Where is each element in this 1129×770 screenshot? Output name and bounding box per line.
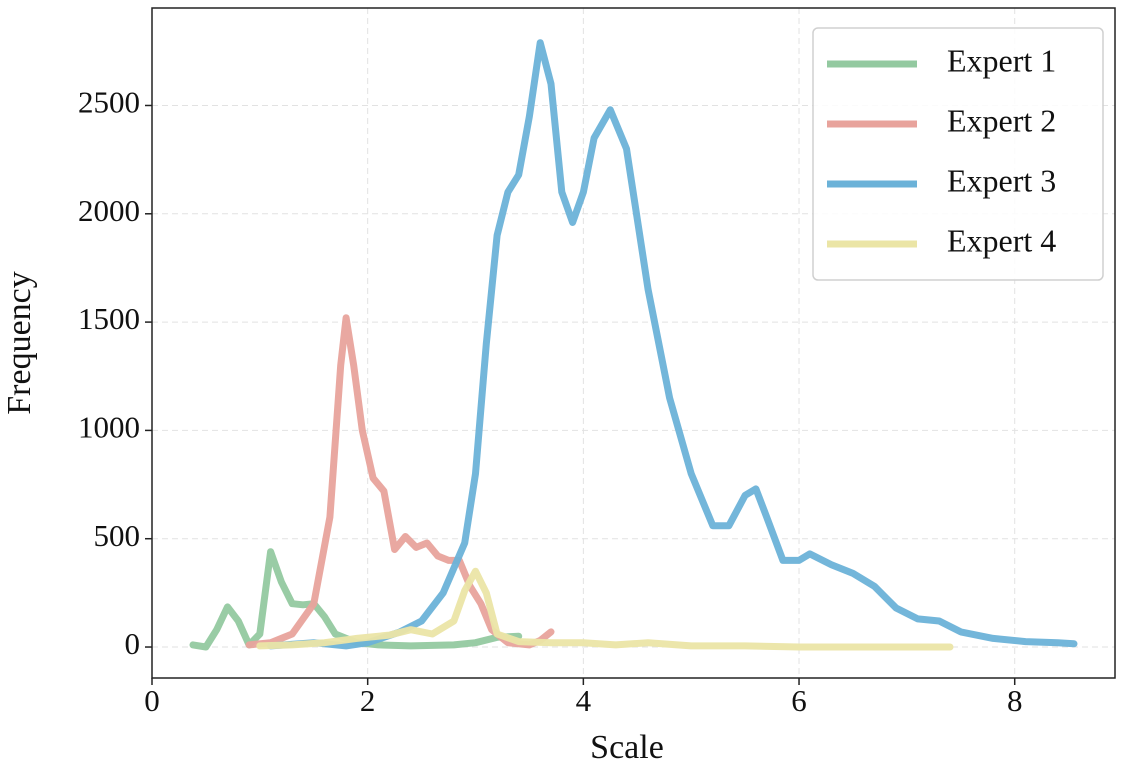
x-axis-label: Scale: [590, 729, 664, 766]
series-line: [189, 548, 523, 651]
x-tick-label: 0: [144, 683, 160, 718]
plot-frame: [151, 7, 1116, 679]
legend-label: Expert 4: [947, 222, 1056, 258]
y-tick-label: 2000: [78, 193, 140, 228]
y-tick-label: 500: [94, 518, 141, 553]
x-tick-label: 4: [576, 683, 592, 718]
legend-label: Expert 2: [947, 102, 1056, 138]
legend-label: Expert 3: [947, 162, 1056, 198]
y-tick-label: 0: [125, 626, 141, 661]
legend-label: Expert 1: [947, 42, 1056, 78]
axes: 0 2 4 6 8 0 500 1000 1500 2000 2500: [78, 85, 1022, 719]
y-tick-label: 1000: [78, 410, 140, 445]
series-line: [245, 314, 555, 649]
lines: [189, 39, 1078, 651]
grid: [151, 8, 1115, 678]
series-line: [256, 567, 954, 651]
y-tick-label: 1500: [78, 301, 140, 336]
y-axis-label: Frequency: [1, 271, 38, 415]
legend: Expert 1 Expert 2 Expert 3 Expert 4: [812, 27, 1104, 281]
x-tick-label: 2: [360, 683, 376, 718]
series-line: [267, 39, 1078, 650]
x-tick-label: 6: [791, 683, 807, 718]
y-tick-label: 2500: [78, 85, 140, 120]
legend-box: [812, 27, 1104, 281]
x-tick-label: 8: [1007, 683, 1023, 718]
